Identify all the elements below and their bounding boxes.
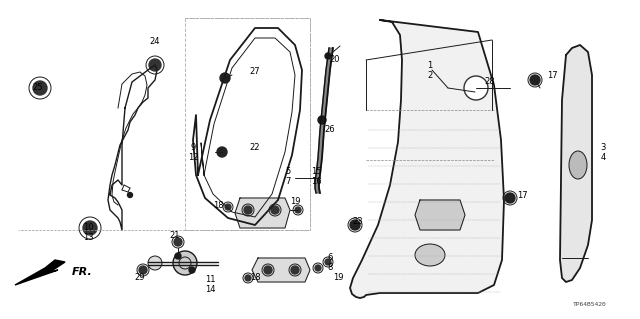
Text: 20: 20 xyxy=(330,56,340,64)
Circle shape xyxy=(264,266,272,274)
Text: 14: 14 xyxy=(205,286,215,294)
Text: 27: 27 xyxy=(250,68,260,77)
Circle shape xyxy=(464,76,488,100)
Text: 9: 9 xyxy=(190,144,196,152)
Circle shape xyxy=(33,81,47,95)
Text: 25: 25 xyxy=(33,84,44,93)
Ellipse shape xyxy=(569,151,587,179)
Text: 10: 10 xyxy=(83,224,93,233)
Polygon shape xyxy=(560,45,592,282)
Polygon shape xyxy=(15,260,65,285)
Circle shape xyxy=(315,265,321,271)
Circle shape xyxy=(217,147,227,157)
Circle shape xyxy=(139,266,147,274)
Circle shape xyxy=(245,275,251,281)
Circle shape xyxy=(505,193,515,203)
Circle shape xyxy=(127,192,132,197)
Text: 1: 1 xyxy=(428,61,433,70)
Text: 17: 17 xyxy=(516,190,527,199)
Text: TP64B5420: TP64B5420 xyxy=(573,302,607,308)
Text: 18: 18 xyxy=(250,273,260,283)
Text: 19: 19 xyxy=(333,273,343,283)
Text: 16: 16 xyxy=(310,177,321,187)
Circle shape xyxy=(325,259,331,265)
Circle shape xyxy=(295,207,301,213)
Circle shape xyxy=(244,206,252,214)
Circle shape xyxy=(530,75,540,85)
Polygon shape xyxy=(350,20,504,298)
Text: 6: 6 xyxy=(327,254,333,263)
Text: 23: 23 xyxy=(353,218,364,226)
Text: 15: 15 xyxy=(311,167,321,176)
Circle shape xyxy=(149,59,161,71)
Text: 22: 22 xyxy=(250,144,260,152)
Circle shape xyxy=(220,73,230,83)
Text: 7: 7 xyxy=(285,177,291,187)
Polygon shape xyxy=(315,48,333,193)
Circle shape xyxy=(175,253,181,259)
Text: 11: 11 xyxy=(205,276,215,285)
Circle shape xyxy=(225,204,231,210)
Text: 26: 26 xyxy=(324,125,335,135)
Polygon shape xyxy=(252,258,310,282)
Text: 8: 8 xyxy=(327,263,333,272)
Circle shape xyxy=(291,266,299,274)
Circle shape xyxy=(350,220,360,230)
Circle shape xyxy=(189,267,195,273)
Circle shape xyxy=(148,256,162,270)
Circle shape xyxy=(325,53,331,59)
Text: 12: 12 xyxy=(188,153,198,162)
Circle shape xyxy=(271,206,279,214)
Polygon shape xyxy=(235,198,290,228)
Polygon shape xyxy=(415,200,465,230)
Text: 3: 3 xyxy=(600,144,605,152)
Text: 4: 4 xyxy=(600,153,605,162)
Text: 21: 21 xyxy=(170,231,180,240)
Text: FR.: FR. xyxy=(72,267,93,277)
Text: 13: 13 xyxy=(83,234,93,242)
Text: 17: 17 xyxy=(547,70,557,79)
Text: 18: 18 xyxy=(212,201,223,210)
Text: 24: 24 xyxy=(150,38,160,47)
Circle shape xyxy=(83,221,97,235)
Ellipse shape xyxy=(415,244,445,266)
Text: 2: 2 xyxy=(428,70,433,79)
Text: 5: 5 xyxy=(285,167,291,176)
Text: 29: 29 xyxy=(135,273,145,283)
Circle shape xyxy=(173,251,197,275)
Circle shape xyxy=(318,116,326,124)
Text: 19: 19 xyxy=(290,197,300,206)
Circle shape xyxy=(174,238,182,246)
Text: 28: 28 xyxy=(484,78,495,86)
